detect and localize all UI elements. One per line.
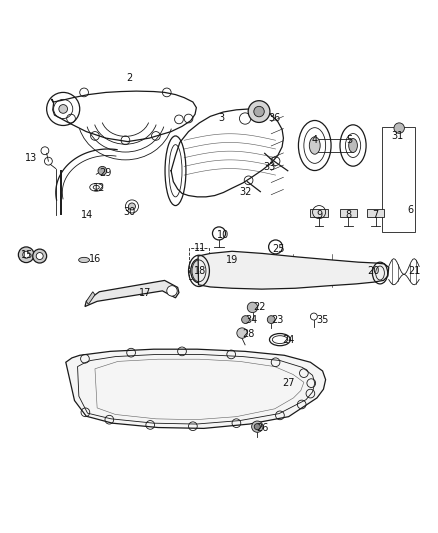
Bar <box>188 248 209 279</box>
Text: 27: 27 <box>283 378 295 388</box>
Text: 24: 24 <box>283 335 295 345</box>
Text: 23: 23 <box>272 316 284 326</box>
Text: 11: 11 <box>194 243 206 253</box>
Ellipse shape <box>309 137 320 154</box>
Circle shape <box>248 101 270 123</box>
Circle shape <box>254 424 260 430</box>
Text: 18: 18 <box>194 266 206 276</box>
Text: 7: 7 <box>373 210 379 220</box>
Text: 17: 17 <box>139 288 151 297</box>
Text: 30: 30 <box>124 207 136 217</box>
Text: 14: 14 <box>81 210 94 220</box>
Text: 6: 6 <box>407 205 413 215</box>
Circle shape <box>128 203 135 210</box>
Circle shape <box>23 251 30 258</box>
Ellipse shape <box>79 257 89 263</box>
Text: 12: 12 <box>93 183 106 193</box>
Bar <box>382 127 415 232</box>
Text: 19: 19 <box>226 255 238 264</box>
Text: 25: 25 <box>272 244 285 254</box>
Text: 26: 26 <box>256 423 268 433</box>
Circle shape <box>394 123 404 133</box>
Text: 35: 35 <box>316 314 329 325</box>
Polygon shape <box>66 349 325 429</box>
Circle shape <box>237 328 247 338</box>
Bar <box>367 208 385 217</box>
Circle shape <box>242 316 250 324</box>
Text: 2: 2 <box>127 72 133 83</box>
Ellipse shape <box>349 139 357 152</box>
Text: 4: 4 <box>312 135 318 146</box>
Text: 16: 16 <box>89 254 101 264</box>
Text: 33: 33 <box>264 162 276 172</box>
Bar <box>311 208 328 217</box>
Text: 29: 29 <box>99 168 111 178</box>
Text: 32: 32 <box>239 187 251 197</box>
Circle shape <box>254 107 264 117</box>
Text: 20: 20 <box>367 266 380 276</box>
Circle shape <box>59 104 67 114</box>
Circle shape <box>267 316 275 324</box>
Circle shape <box>33 249 47 263</box>
Text: 34: 34 <box>246 316 258 326</box>
Text: 10: 10 <box>217 230 230 240</box>
Ellipse shape <box>191 259 207 283</box>
Text: 36: 36 <box>268 112 281 123</box>
Text: 22: 22 <box>254 302 266 312</box>
Text: 31: 31 <box>391 131 403 141</box>
Text: 9: 9 <box>316 210 322 220</box>
Text: 15: 15 <box>21 250 34 260</box>
Text: 28: 28 <box>242 329 255 340</box>
Polygon shape <box>198 251 389 289</box>
Polygon shape <box>86 292 95 304</box>
Bar <box>339 208 357 217</box>
Text: 21: 21 <box>409 266 421 276</box>
Text: 13: 13 <box>25 152 37 163</box>
Text: 3: 3 <box>218 112 224 123</box>
Circle shape <box>36 253 43 260</box>
Circle shape <box>98 166 107 175</box>
Text: 8: 8 <box>345 210 351 220</box>
Circle shape <box>167 286 177 296</box>
Text: 5: 5 <box>346 135 353 146</box>
Circle shape <box>247 302 258 313</box>
Circle shape <box>252 421 263 432</box>
Circle shape <box>18 247 34 263</box>
Polygon shape <box>85 280 179 306</box>
